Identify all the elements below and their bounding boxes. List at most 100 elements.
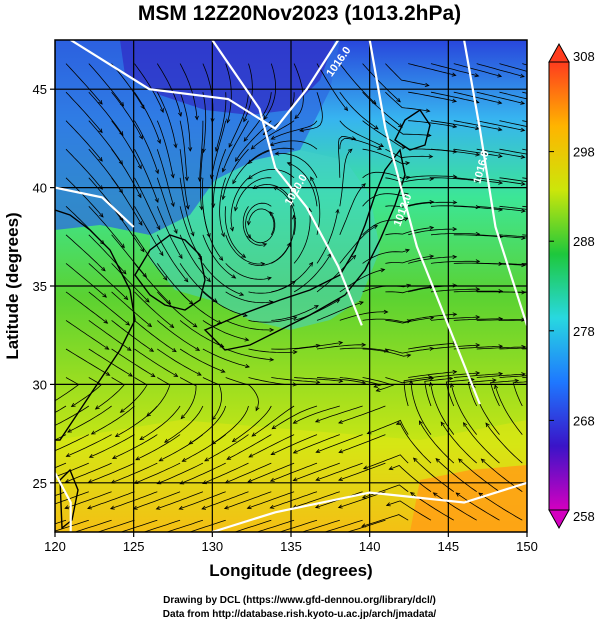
streamline-arrowhead [119,131,124,136]
streamline-arrowhead [232,179,237,185]
streamline [202,63,214,123]
streamline [134,120,159,174]
streamline [430,288,480,293]
streamline-arrowhead [432,492,438,497]
streamline-arrowhead [243,137,248,142]
streamline [490,380,519,407]
streamline-arrowhead [310,176,315,182]
streamline-arrowhead [111,455,117,459]
streamline [445,379,474,407]
streamline-arrowhead [135,456,140,461]
streamline-arrowhead [401,145,407,150]
x-tick-label: 120 [44,539,66,554]
streamline [408,175,457,179]
streamline [362,63,401,103]
streamline [362,377,395,392]
streamline-arrowhead [248,453,254,458]
streamline-arrowhead [217,320,223,324]
streamline-arrowhead [424,82,430,87]
streamline-arrowhead [395,421,401,425]
streamline-arrowhead [514,378,520,383]
streamline-arrowhead [20,479,24,482]
streamline-arrowhead [292,477,298,482]
streamline [179,263,218,303]
streamline-arrowhead [315,449,321,453]
streamline [65,348,110,376]
streamline [301,519,340,532]
streamline-arrowhead [267,276,272,281]
isobar-line [70,40,340,131]
streamline-arrowhead [204,457,209,462]
streamline-arrowhead [308,261,314,267]
streamline-arrowhead [133,480,139,484]
streamline-arrowhead [247,478,253,483]
streamline-arrowhead [315,477,321,481]
streamline [224,491,272,509]
streamline-arrowhead [458,458,463,463]
streamline [339,183,366,235]
streamline [453,345,503,350]
x-tick-label: 140 [359,539,381,554]
streamline-arrowhead [520,181,526,186]
streamline [88,91,124,136]
streamline [111,63,145,109]
colorbar-tick-label: 298 [573,145,595,160]
streamline-arrowhead [214,147,220,152]
streamline-arrowhead [475,287,481,292]
streamline [263,63,276,120]
streamline [385,227,434,236]
streamline [156,206,183,259]
streamline [55,519,89,532]
streamline-arrowhead [544,210,548,214]
streamline [219,177,227,237]
y-tick-label: 25 [33,476,47,491]
streamline-arrowhead [452,312,458,317]
streamline-arrowhead [201,148,206,154]
streamline [180,462,226,485]
streamline-arrowhead [429,225,435,230]
streamline [362,284,411,293]
streamline [362,249,410,264]
streamline-arrowhead [409,492,415,497]
streamline-arrowhead [21,452,25,455]
isobar-line [463,40,527,326]
streamline-arrowhead [543,101,547,104]
streamline-arrowhead [211,415,216,421]
streamline [476,263,526,266]
streamline-arrowhead [451,72,457,77]
streamline-arrowhead [98,157,103,162]
streamline-arrowhead [521,262,527,268]
streamline [385,120,431,136]
credit-drawing: Drawing by DCL (https://www.gfd-dennou.o… [163,595,436,606]
streamline-arrowhead [498,371,504,376]
streamline-arrowhead [405,248,410,253]
streamline-arrowhead [147,322,153,328]
streamline [146,377,171,417]
colorbar-tick-label: 258 [573,509,595,524]
streamline [271,434,318,455]
streamline [270,462,318,482]
streamline-arrowhead [224,479,230,484]
streamline-arrowhead [137,164,142,170]
streamline [225,320,274,331]
streamline-arrowhead [537,379,541,383]
streamline-arrowhead [198,256,203,261]
streamline [248,434,295,458]
streamline [88,320,132,351]
streamline-arrowhead [270,135,276,140]
streamline-arrowhead [149,347,155,352]
streamline-arrowhead [247,159,253,165]
streamline-arrowhead [119,408,125,413]
streamline-arrowhead [185,204,190,210]
streamline-arrowhead [428,381,434,387]
streamline-arrowhead [425,108,431,113]
streamline-arrowhead [351,254,357,260]
streamline-arrowhead [383,309,389,314]
streamline [270,140,318,150]
streamline [111,234,147,278]
streamline [202,377,223,420]
streamline [225,263,272,280]
streamline-arrowhead [42,505,46,508]
streamline-arrowhead [361,342,367,347]
streamline [316,434,363,453]
